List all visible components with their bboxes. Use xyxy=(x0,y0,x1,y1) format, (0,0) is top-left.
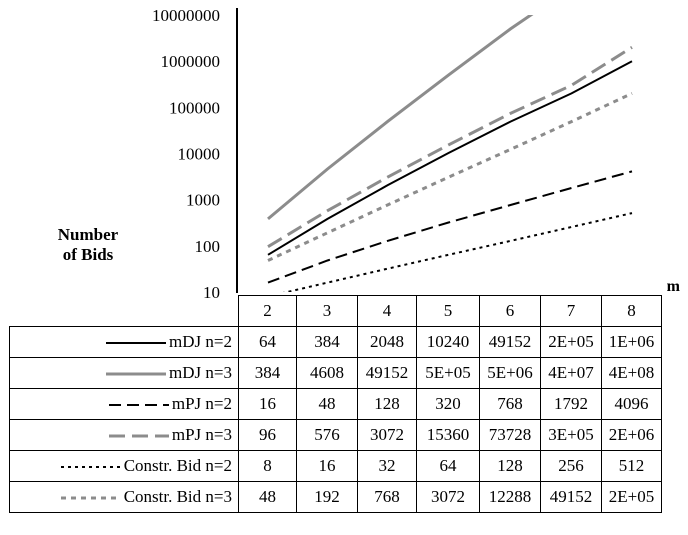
legend-entry: Constr. Bid n=3 xyxy=(9,481,239,513)
table-cell: 384 xyxy=(238,357,297,389)
table-cell: 48 xyxy=(238,481,297,513)
y-tick-label: 10000000 xyxy=(152,6,220,25)
series-line-2 xyxy=(267,15,534,221)
legend-swatch xyxy=(106,372,167,376)
table-cell: 4E+08 xyxy=(601,357,662,389)
table-cell: 128 xyxy=(357,388,417,420)
y-axis-label-line2: of Bids xyxy=(63,245,114,264)
table-row: mDJ n=3 384 4608 49152 5E+05 5E+06 4E+07 4E+08 xyxy=(9,357,662,389)
table-cell: 1E+06 xyxy=(601,326,662,358)
table-cell: 4096 xyxy=(601,388,662,420)
legend-label: mPJ n=3 xyxy=(171,425,232,444)
table-cell: 10240 xyxy=(416,326,480,358)
legend-swatch xyxy=(60,496,121,500)
series-line-4 xyxy=(267,46,633,248)
table-cell: 12288 xyxy=(479,481,541,513)
legend-entry: Constr. Bid n=2 xyxy=(9,450,239,482)
y-tick-label: 100 xyxy=(195,237,221,256)
legend-entry: mPJ n=2 xyxy=(9,388,239,420)
x-axis-label: m xyxy=(667,278,681,295)
table-cell: 192 xyxy=(296,481,358,513)
table-cell: 16 xyxy=(296,450,358,482)
x-category-label: 3 xyxy=(296,295,358,327)
table-cell: 16 xyxy=(238,388,297,420)
table-cell: 3E+05 xyxy=(540,419,602,451)
table-cell: 73728 xyxy=(479,419,541,451)
chart-plot: 10 100 1000 10000 100000 1000000 10000000 Numb… xyxy=(58,6,681,300)
legend-label: Constr. Bid n=2 xyxy=(123,456,232,475)
series-lines xyxy=(267,15,633,292)
table-cell: 2E+05 xyxy=(601,481,662,513)
table-cell: 768 xyxy=(357,481,417,513)
table-cell: 256 xyxy=(540,450,602,482)
legend-swatch xyxy=(106,342,167,345)
table-cell: 512 xyxy=(601,450,662,482)
table-cell: 320 xyxy=(416,388,480,420)
table-cell: 48 xyxy=(296,388,358,420)
legend-label: Constr. Bid n=3 xyxy=(123,487,232,506)
table-cell: 768 xyxy=(479,388,541,420)
x-category-label: 6 xyxy=(479,295,541,327)
series-line-5 xyxy=(282,212,633,292)
legend-swatch xyxy=(108,434,169,438)
table-row: Constr. Bid n=2 8 16 32 64 128 256 512 xyxy=(9,450,662,482)
table-row: mPJ n=2 16 48 128 320 768 1792 4096 xyxy=(9,388,662,420)
series-line-6 xyxy=(267,92,633,262)
table-cell: 96 xyxy=(238,419,297,451)
y-axis-label-line1: Number xyxy=(58,225,119,244)
table-cell: 2E+06 xyxy=(601,419,662,451)
table-row: mDJ n=2 64 384 2048 10240 49152 2E+05 1E+06 xyxy=(9,326,662,358)
table-row: mPJ n=3 96 576 3072 15360 73728 3E+05 2E+06 xyxy=(9,419,662,451)
x-category-label: 4 xyxy=(357,295,417,327)
series-line-3 xyxy=(267,170,633,284)
legend-entry: mDJ n=3 xyxy=(9,357,239,389)
table-cell: 15360 xyxy=(416,419,480,451)
data-table: 2 3 4 5 6 7 8 mDJ n=2 64 384 2048 10240 49152 2E+05 1E… xyxy=(9,295,662,513)
legend-entry: mDJ n=2 xyxy=(9,326,239,358)
legend-entry: mPJ n=3 xyxy=(9,419,239,451)
table-cell: 2E+05 xyxy=(540,326,602,358)
table-cell: 5E+06 xyxy=(479,357,541,389)
table-cell: 1792 xyxy=(540,388,602,420)
y-tick-label: 1000000 xyxy=(161,52,221,71)
table-cell: 384 xyxy=(296,326,358,358)
legend-label: mDJ n=2 xyxy=(169,332,232,351)
y-tick-label: 1000 xyxy=(186,191,220,210)
table-cell: 4608 xyxy=(296,357,358,389)
x-category-label: 8 xyxy=(601,295,662,327)
x-category-label: 7 xyxy=(540,295,602,327)
legend-swatch xyxy=(108,404,169,407)
table-cell: 49152 xyxy=(357,357,417,389)
table-cell: 3072 xyxy=(357,419,417,451)
table-cell: 128 xyxy=(479,450,541,482)
legend-label: mPJ n=2 xyxy=(171,394,232,413)
legend-swatch xyxy=(60,466,121,469)
table-cell: 8 xyxy=(238,450,297,482)
table-cell: 2048 xyxy=(357,326,417,358)
y-tick-label: 10 xyxy=(203,283,220,300)
table-cell: 64 xyxy=(238,326,297,358)
table-row: Constr. Bid n=3 48 192 768 3072 12288 49152 2E+… xyxy=(9,481,662,513)
y-tick-label: 10000 xyxy=(178,145,221,164)
y-axis-ticks: 10 100 1000 10000 100000 1000000 10000000 xyxy=(152,6,220,300)
y-tick-label: 100000 xyxy=(169,98,220,117)
table-cell: 32 xyxy=(357,450,417,482)
table-corner xyxy=(10,296,239,327)
table-cell: 4E+07 xyxy=(540,357,602,389)
table-cell: 49152 xyxy=(540,481,602,513)
table-cell: 3072 xyxy=(416,481,480,513)
series-line-1 xyxy=(267,60,633,256)
table-cell: 64 xyxy=(416,450,480,482)
x-category-label: 5 xyxy=(416,295,480,327)
table-cell: 49152 xyxy=(479,326,541,358)
table-cell: 5E+05 xyxy=(416,357,480,389)
x-category-label: 2 xyxy=(238,295,297,327)
table-cell: 576 xyxy=(296,419,358,451)
legend-label: mDJ n=3 xyxy=(169,363,232,382)
